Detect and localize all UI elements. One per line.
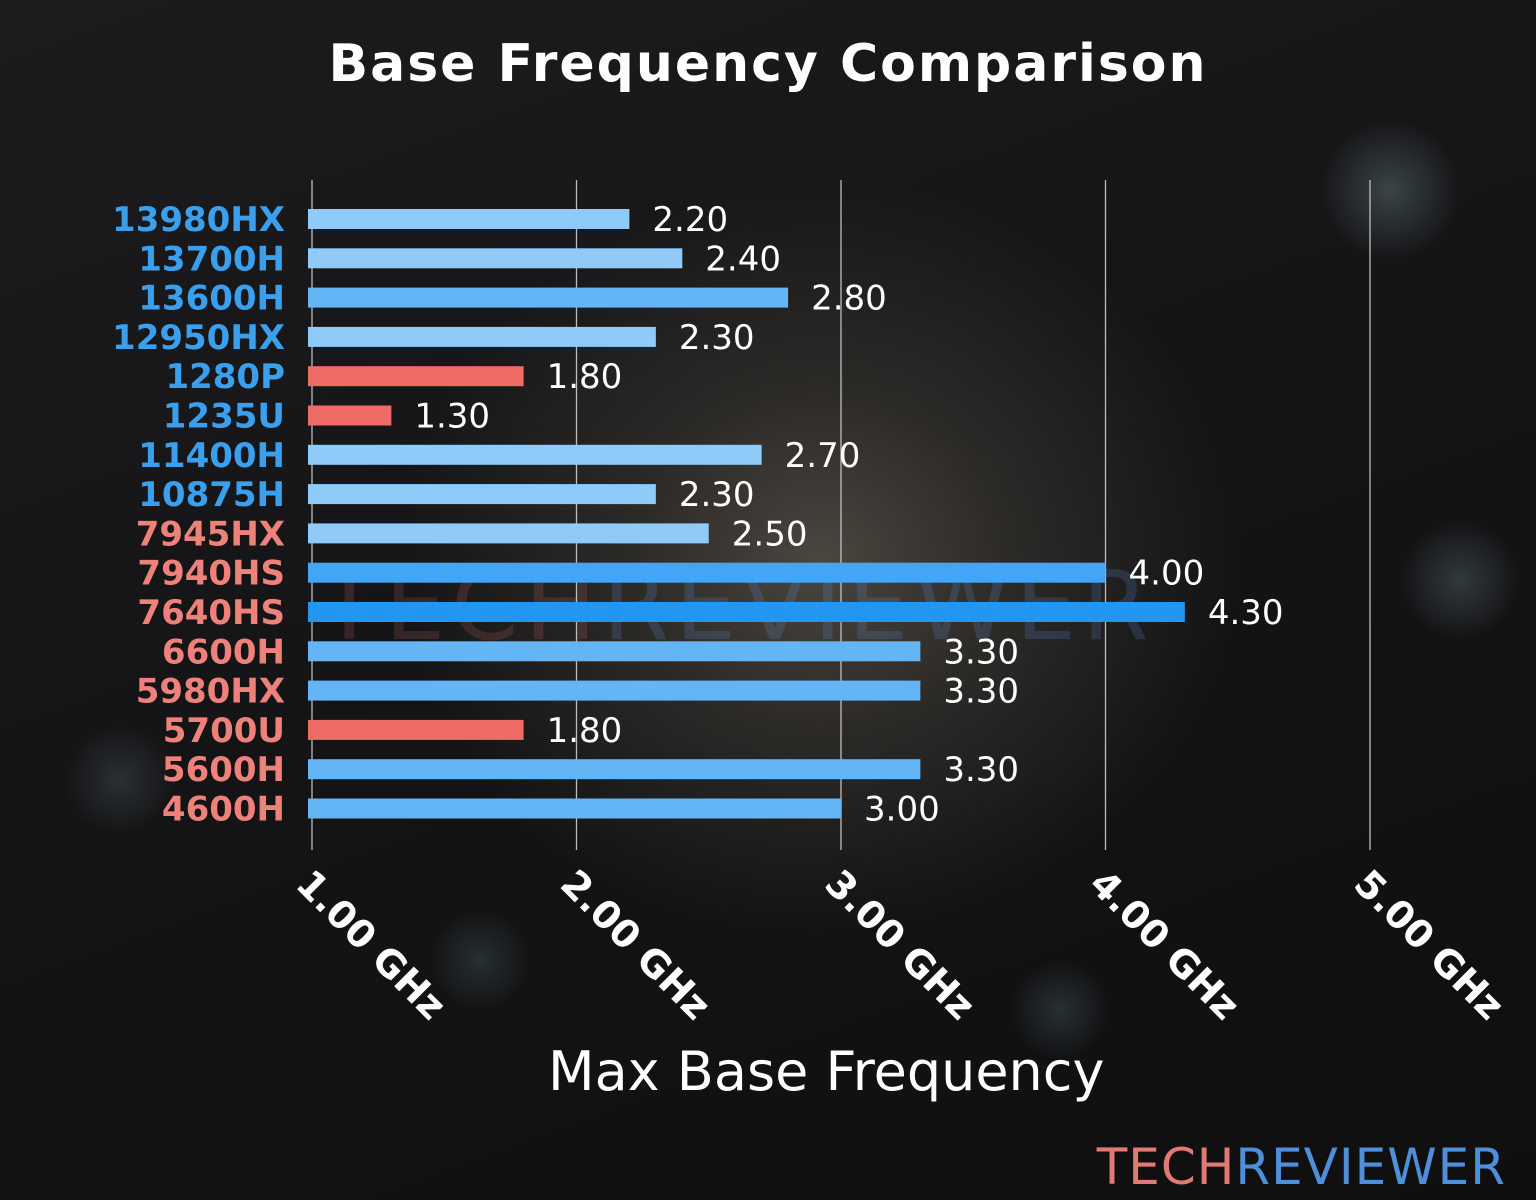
category-label: 12950HX xyxy=(112,318,285,358)
bar xyxy=(308,248,683,269)
value-label: 2.20 xyxy=(652,200,728,240)
category-label: 1235U xyxy=(163,397,285,437)
bar xyxy=(308,719,524,740)
value-label: 2.50 xyxy=(732,514,808,554)
bar xyxy=(308,287,789,308)
category-label: 7940HS xyxy=(137,554,285,594)
bar xyxy=(308,680,921,701)
bar xyxy=(308,366,524,387)
category-label: 10875H xyxy=(138,475,285,515)
x-tick-label: 1.00 GHz xyxy=(288,861,455,1028)
category-label: 7945HX xyxy=(136,514,285,554)
bar xyxy=(308,798,841,819)
bar xyxy=(308,641,921,662)
value-label: 2.30 xyxy=(679,318,755,358)
value-label: 4.30 xyxy=(1208,593,1284,633)
chart-title: Base Frequency Comparison xyxy=(328,34,1208,94)
bar xyxy=(308,602,1185,622)
value-label: 2.30 xyxy=(679,475,755,515)
bar xyxy=(308,484,656,505)
x-tick-label: 2.00 GHz xyxy=(552,861,719,1028)
bar xyxy=(308,562,1106,583)
bar xyxy=(308,759,921,780)
value-label: 1.30 xyxy=(414,397,490,437)
brand-logo-part1: TECH xyxy=(1096,1138,1236,1196)
category-label: 5980HX xyxy=(136,672,285,712)
bar xyxy=(308,444,762,465)
x-axis-title: Max Base Frequency xyxy=(548,1040,1105,1103)
value-label: 3.30 xyxy=(943,750,1019,790)
category-label: 13980HX xyxy=(112,200,285,240)
category-label: 13700H xyxy=(138,239,285,279)
category-label: 11400H xyxy=(138,436,285,476)
category-label: 13600H xyxy=(138,279,285,319)
brand-logo: TECHREVIEWER xyxy=(1097,1138,1506,1196)
category-label: 4600H xyxy=(162,790,285,830)
value-label: 3.30 xyxy=(943,672,1019,712)
value-label: 4.00 xyxy=(1129,554,1205,594)
bar xyxy=(308,209,630,229)
value-label: 2.40 xyxy=(705,239,781,279)
x-tick-label: 4.00 GHz xyxy=(1081,861,1248,1028)
value-label: 3.30 xyxy=(943,632,1019,672)
bar xyxy=(308,523,709,544)
x-tick-label: 5.00 GHz xyxy=(1346,861,1513,1028)
value-label: 1.80 xyxy=(547,711,623,751)
category-label: 1280P xyxy=(165,357,285,397)
bar xyxy=(308,405,392,426)
category-label: 7640HS xyxy=(137,593,285,633)
category-label: 5700U xyxy=(163,711,285,751)
x-tick-label: 3.00 GHz xyxy=(817,861,984,1028)
category-label: 5600H xyxy=(162,750,285,790)
brand-logo-part2: REVIEWER xyxy=(1235,1138,1506,1196)
category-label: 6600H xyxy=(162,632,285,672)
bar xyxy=(308,326,656,347)
value-label: 2.70 xyxy=(785,436,861,476)
value-label: 3.00 xyxy=(864,790,940,830)
value-label: 1.80 xyxy=(547,357,623,397)
value-label: 2.80 xyxy=(811,279,887,319)
